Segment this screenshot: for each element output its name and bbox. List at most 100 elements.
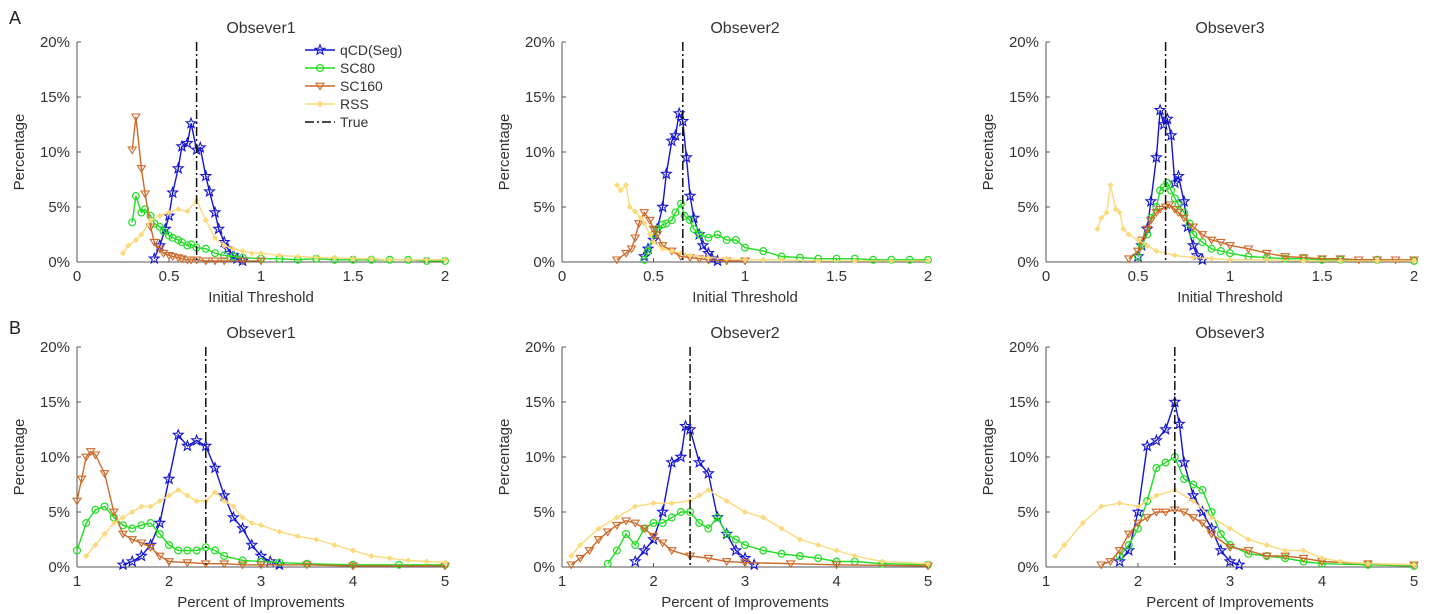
series-rss bbox=[83, 486, 449, 566]
data-point bbox=[1298, 254, 1309, 263]
x-tick-label: 1 bbox=[257, 268, 265, 285]
data-point bbox=[630, 234, 641, 243]
data-point bbox=[695, 230, 704, 239]
data-point bbox=[1160, 203, 1171, 212]
data-point bbox=[219, 560, 230, 569]
data-point bbox=[722, 236, 731, 245]
data-point bbox=[676, 508, 685, 517]
data-point bbox=[423, 558, 430, 565]
data-point bbox=[1281, 254, 1290, 263]
data-point bbox=[833, 547, 840, 554]
x-axis-label: Initial Threshold bbox=[1177, 289, 1283, 306]
x-tick-label: 0 bbox=[1042, 268, 1050, 285]
data-point bbox=[1131, 505, 1145, 518]
chart-title: Obsever3 bbox=[1195, 325, 1264, 342]
data-point bbox=[128, 524, 137, 533]
data-point bbox=[101, 530, 108, 538]
data-point bbox=[1155, 205, 1166, 214]
x-tick-label: 1 bbox=[73, 573, 81, 590]
data-point bbox=[815, 257, 822, 264]
data-point bbox=[1113, 554, 1127, 567]
data-point bbox=[722, 529, 731, 538]
series-line-rss bbox=[122, 199, 445, 261]
data-point bbox=[741, 508, 749, 516]
x-tick-label: 4 bbox=[349, 573, 357, 590]
data-point bbox=[174, 546, 183, 555]
data-point bbox=[1232, 558, 1246, 571]
chart-legend: qCD(Seg) SC80 SC160 RSS True bbox=[305, 42, 402, 130]
y-tick-label: 5% bbox=[533, 504, 555, 521]
panel-letter-b: B bbox=[9, 318, 22, 338]
data-point bbox=[676, 199, 685, 208]
data-point bbox=[814, 554, 823, 563]
data-point bbox=[1153, 247, 1160, 255]
data-point bbox=[200, 560, 211, 569]
data-point bbox=[713, 230, 722, 239]
legend-marker-sc80 bbox=[316, 63, 325, 72]
series-rss bbox=[1094, 181, 1418, 264]
data-point bbox=[778, 525, 785, 532]
x-tick-label: 3 bbox=[257, 573, 265, 590]
data-point bbox=[82, 518, 91, 527]
data-point bbox=[175, 486, 182, 494]
data-point bbox=[211, 489, 219, 496]
x-tick-label: 2 bbox=[441, 268, 449, 285]
series-line-sc160 bbox=[1128, 203, 1414, 261]
data-point bbox=[1208, 255, 1215, 262]
data-point bbox=[1172, 417, 1186, 430]
data-point bbox=[617, 187, 624, 194]
data-point bbox=[395, 560, 404, 569]
data-point bbox=[1186, 238, 1200, 251]
data-point bbox=[441, 256, 449, 263]
data-point bbox=[1410, 257, 1418, 264]
data-point bbox=[1157, 117, 1171, 130]
y-axis-label: Percentage bbox=[11, 114, 28, 191]
data-point bbox=[1124, 540, 1133, 549]
data-point bbox=[294, 533, 301, 540]
data-point bbox=[740, 243, 749, 252]
data-point bbox=[221, 497, 228, 505]
x-tick-label: 1.5 bbox=[1312, 268, 1333, 285]
data-point bbox=[1374, 257, 1381, 264]
data-point bbox=[237, 257, 248, 266]
data-point bbox=[1197, 519, 1208, 528]
data-point bbox=[869, 255, 878, 264]
data-point bbox=[125, 554, 139, 567]
data-point bbox=[760, 514, 767, 521]
chart-panel-4: 0% 5% 10% 15% 20% 1 2 3 4 5 Obsever1 Percent of Imp… bbox=[11, 325, 450, 611]
data-point bbox=[368, 552, 375, 560]
data-point bbox=[1142, 514, 1153, 523]
data-point bbox=[666, 547, 677, 556]
data-point bbox=[1098, 503, 1105, 510]
data-point bbox=[226, 510, 240, 523]
data-point bbox=[639, 209, 650, 218]
data-point bbox=[740, 559, 750, 568]
data-point bbox=[219, 257, 230, 266]
data-point bbox=[1159, 422, 1173, 435]
data-point bbox=[566, 561, 577, 570]
data-point bbox=[1144, 242, 1151, 249]
data-point bbox=[1140, 439, 1154, 452]
y-tick-label: 20% bbox=[40, 34, 70, 51]
legend-marker-rss bbox=[316, 100, 324, 108]
data-point bbox=[731, 535, 740, 544]
series-line-rss bbox=[570, 489, 929, 565]
y-tick-label: 10% bbox=[40, 144, 70, 161]
data-point bbox=[1096, 561, 1107, 570]
data-point bbox=[1114, 547, 1125, 556]
data-point bbox=[386, 555, 393, 562]
data-point bbox=[239, 247, 246, 255]
data-point bbox=[1337, 257, 1344, 264]
y-axis-label: Percentage bbox=[980, 114, 997, 191]
data-point bbox=[1115, 551, 1124, 560]
data-point bbox=[210, 257, 220, 266]
data-point bbox=[1226, 525, 1234, 532]
data-point bbox=[657, 242, 668, 251]
data-point bbox=[149, 238, 160, 247]
data-point bbox=[164, 252, 174, 261]
data-point bbox=[92, 541, 99, 549]
data-point bbox=[1177, 455, 1191, 468]
data-point bbox=[740, 540, 749, 549]
data-point bbox=[125, 242, 132, 249]
y-tick-label: 10% bbox=[1009, 144, 1039, 161]
